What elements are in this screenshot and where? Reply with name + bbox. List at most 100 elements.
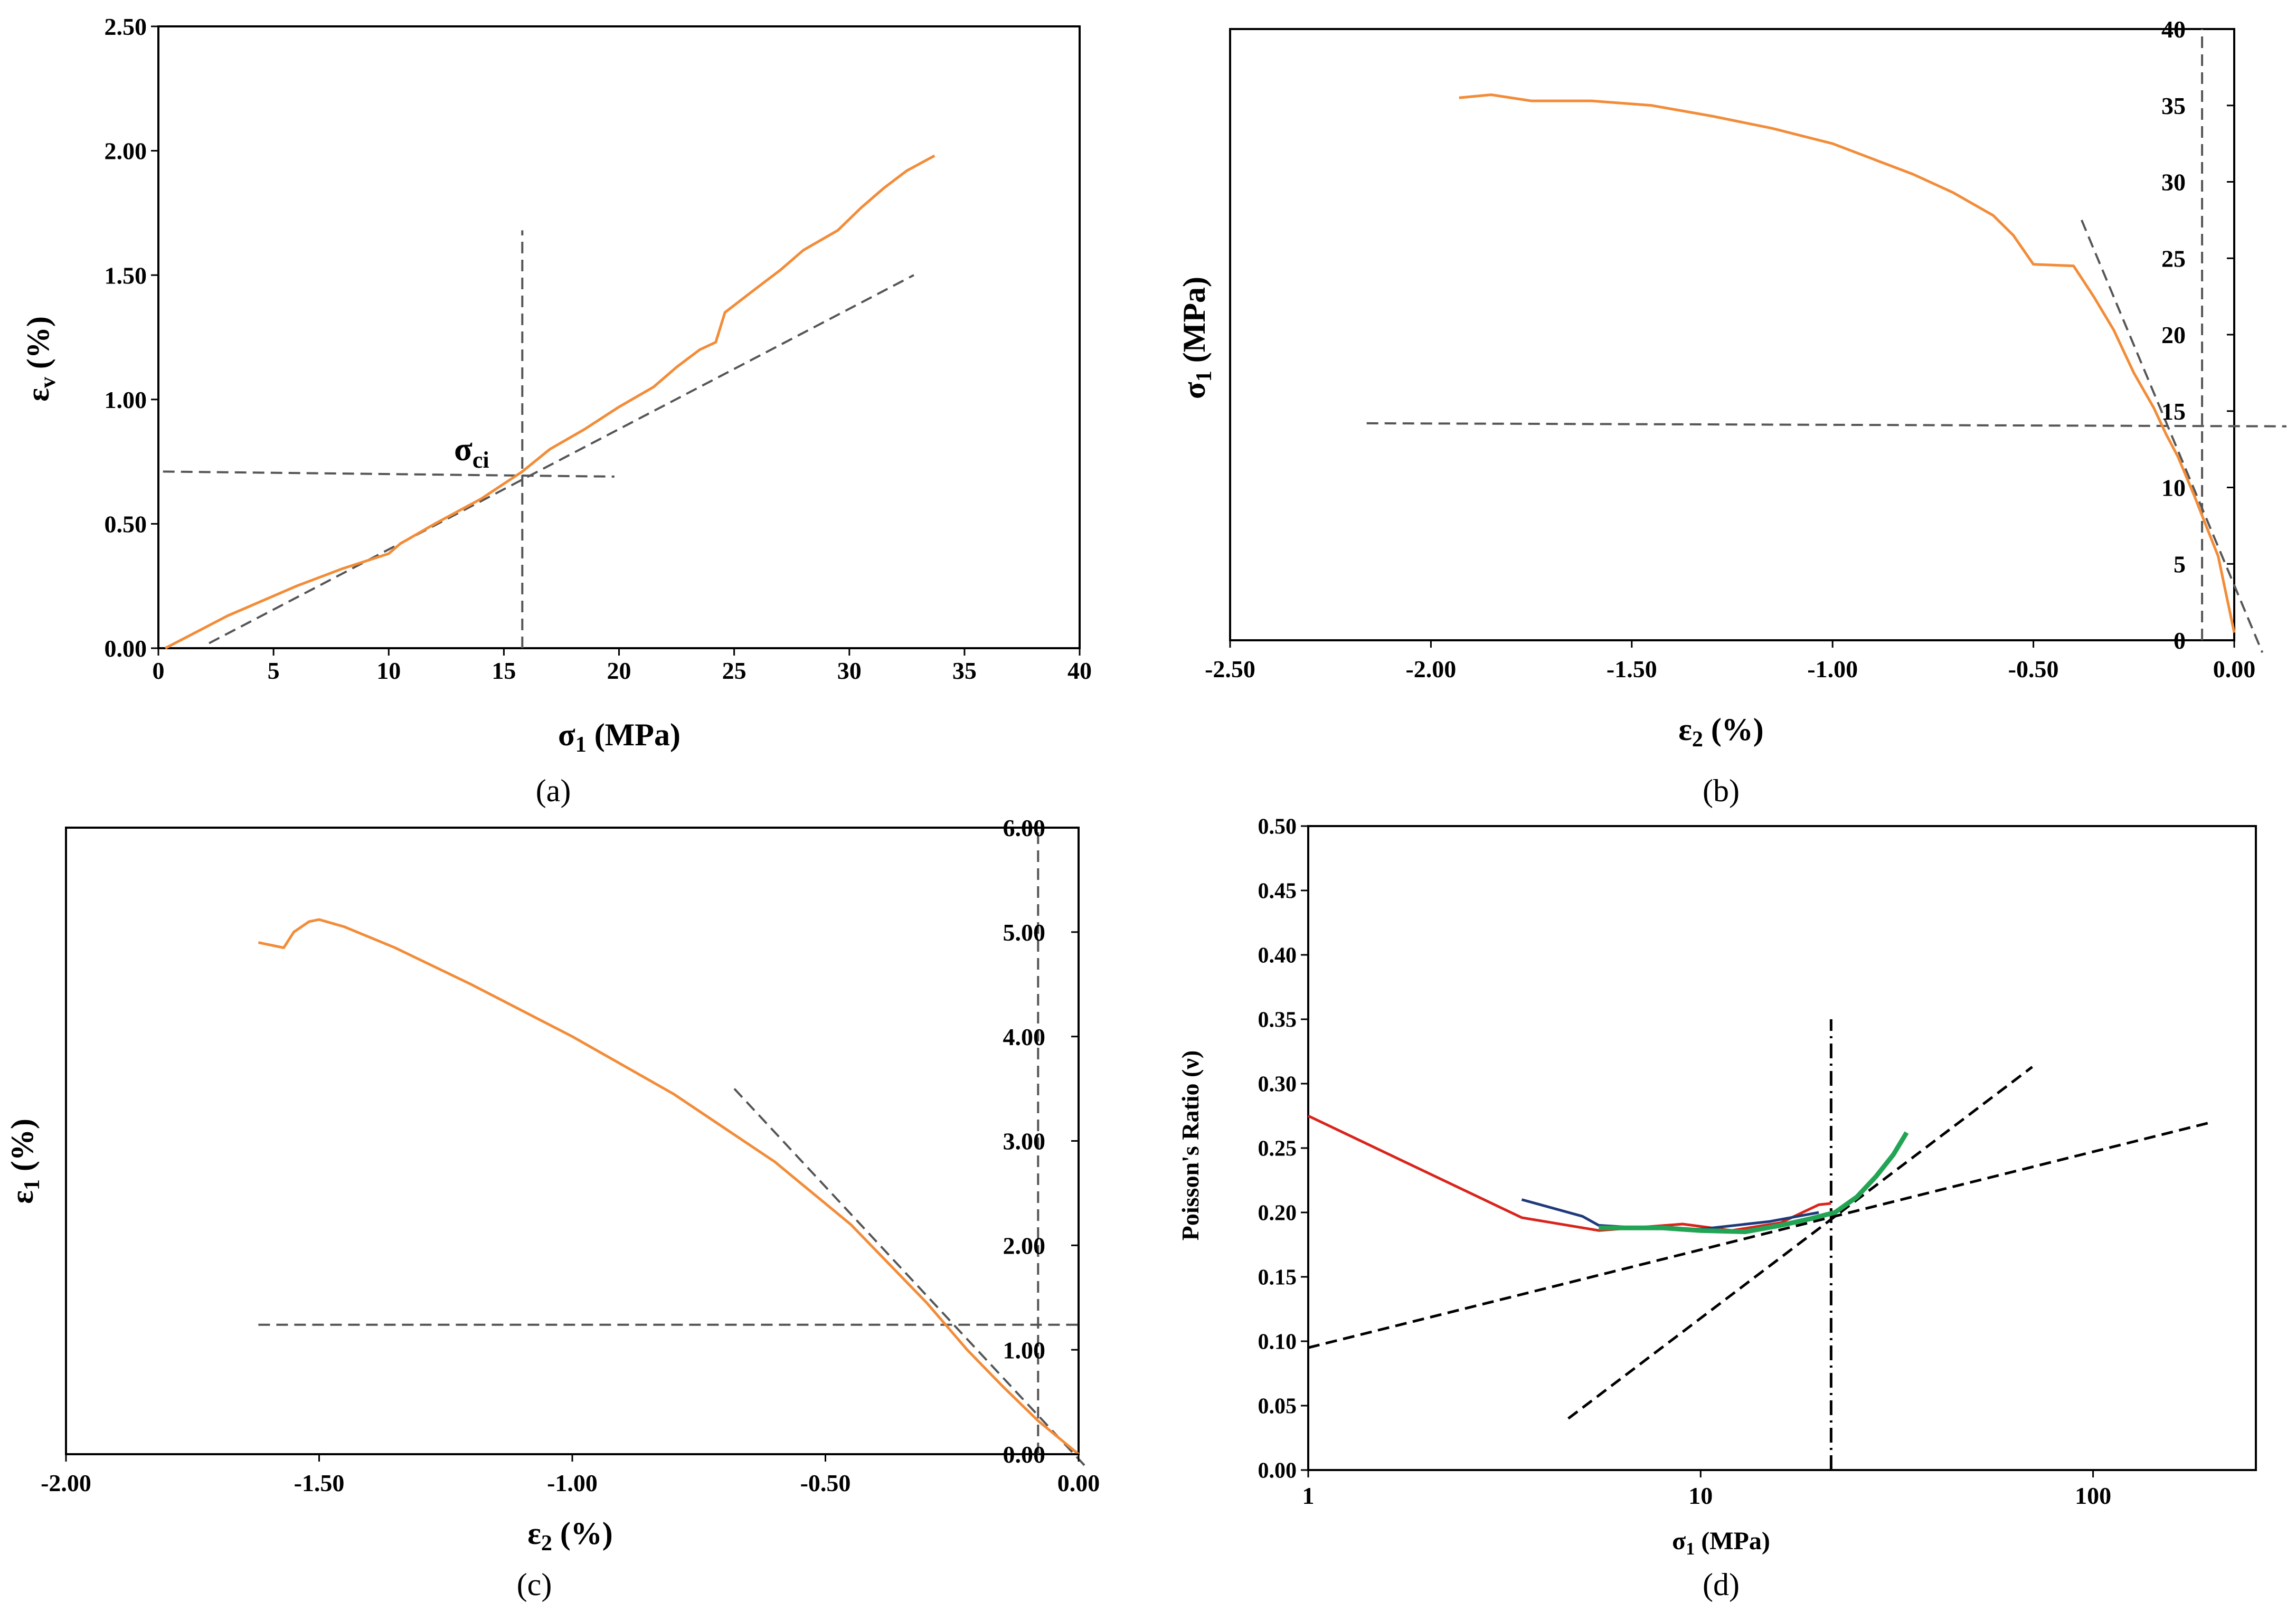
- panel-d-y-axis-title: Poisson's Ratio (ν): [1177, 1050, 1204, 1240]
- panel-a-y-axis-title: εv (%): [21, 316, 60, 402]
- panel-d-y-tick-label: 0.10: [1258, 1330, 1297, 1354]
- panel-b-caption: (b): [1703, 773, 1740, 808]
- panel-a-y-tick-label: 1.00: [105, 386, 147, 413]
- panel-b-x-tick-label: -2.50: [1205, 656, 1255, 682]
- panel-d-reference-line-1: [1308, 1121, 2212, 1349]
- panel-d-y-tick-label: 0.05: [1258, 1395, 1297, 1419]
- panel-b-x-tick-label: 0.00: [2213, 656, 2256, 682]
- panel-c-x-tick-label: -1.50: [294, 1470, 345, 1496]
- panel-a-y-tick-labels: 0.00 0.50 1.00 1.50 2.00 2.50: [105, 13, 147, 662]
- panel-c-y-tick-label: 6.00: [1003, 814, 1046, 841]
- panel-d-tick-marks: [1301, 825, 2094, 1477]
- panel-d-y-tick-label: 0.30: [1258, 1073, 1297, 1097]
- panel-a-x-tick-label: 20: [607, 657, 631, 684]
- panel-b-x-tick-label: -1.50: [1607, 656, 1657, 682]
- panel-b-y-tick-label: 25: [2161, 245, 2186, 272]
- panel-d-x-tick-label: 100: [2075, 1482, 2111, 1509]
- panel-c-y-tick-label: 4.00: [1003, 1023, 1046, 1050]
- panel-c-series-line: [258, 918, 1080, 1455]
- panel-a-x-tick-label: 35: [952, 657, 977, 684]
- panel-a-reference-line-2: [163, 470, 615, 478]
- panel-b-x-tick-labels: -2.50 -2.00 -1.50 -1.00 -0.50 0.00: [1205, 656, 2255, 682]
- panel-a-y-tick-label: 2.00: [105, 138, 147, 165]
- panel-b-y-tick-label: 5: [2174, 551, 2186, 577]
- panel-c-x-tick-label: -2.00: [41, 1470, 91, 1496]
- panel-c-caption: (c): [517, 1567, 552, 1602]
- panel-c-reference-lines: [258, 828, 1090, 1471]
- panel-a-tick-marks: [151, 25, 1081, 656]
- panel-d-y-tick-labels: 0.00 0.05 0.10 0.15 0.20 0.25 0.30 0.35 0.40 0.45…: [1258, 815, 1297, 1483]
- panel-b-reference-line-0: [2081, 220, 2264, 653]
- panel-c-x-tick-label: 0.00: [1057, 1470, 1100, 1496]
- panel-a-reference-lines: [163, 230, 914, 648]
- panel-a-x-tick-label: 5: [268, 657, 280, 684]
- panel-d-x-tick-label: 1: [1302, 1482, 1315, 1509]
- panel-a-x-tick-labels: 0 5 10 15 20 25 30 35 40: [153, 657, 1092, 684]
- panel-c-reference-line-0: [733, 1088, 1090, 1471]
- panel-a-annotation-sigma-ci: σci: [454, 430, 489, 473]
- panel-d-y-tick-label: 0.25: [1258, 1137, 1297, 1161]
- panel-a-series-line: [164, 154, 936, 650]
- panel-c-y-tick-label: 0.00: [1003, 1441, 1046, 1468]
- panel-a-x-tick-label: 10: [376, 657, 401, 684]
- panel-b-y-tick-label: 35: [2161, 92, 2186, 119]
- panel-b-reference-lines: [1366, 29, 2286, 653]
- panel-b-y-tick-labels: 0 5 10 15 20 25 30 35 40: [2161, 16, 2186, 654]
- panel-a-x-axis-title: σ1 (MPa): [558, 717, 681, 757]
- panel-c-y-tick-label: 5.00: [1003, 919, 1046, 946]
- panel-a-y-tick-label: 1.50: [105, 262, 147, 289]
- panel-c-x-tick-label: -1.00: [547, 1470, 598, 1496]
- panel-b-x-tick-label: -2.00: [1405, 656, 1456, 682]
- panel-b-y-tick-label: 0: [2174, 627, 2186, 654]
- panel-c-y-axis-title: ε1 (%): [5, 1118, 44, 1204]
- panel-d-y-tick-label: 0.15: [1258, 1266, 1297, 1290]
- panel-a-y-tick-label: 2.50: [105, 13, 147, 40]
- panel-d-reference-line-0: [1567, 1066, 2033, 1420]
- panel-c: -2.00 -1.50 -1.00 -0.50 0.00 0.00 1.00 2.00 3.0…: [5, 814, 1100, 1602]
- panel-d-y-tick-label: 0.20: [1258, 1201, 1297, 1226]
- panel-b-y-tick-label: 15: [2161, 398, 2186, 425]
- panel-a-x-tick-label: 25: [722, 657, 747, 684]
- panel-d-x-tick-labels: 1 10 100: [1302, 1482, 2112, 1509]
- panel-b-y-tick-label: 40: [2161, 16, 2186, 43]
- panel-d-reference-lines: [1308, 1019, 2212, 1470]
- panel-c-y-tick-labels: 0.00 1.00 2.00 3.00 4.00 5.00 6.00: [1003, 814, 1046, 1468]
- panel-d-y-tick-label: 0.40: [1258, 944, 1297, 968]
- panel-c-x-tick-label: -0.50: [800, 1470, 851, 1496]
- panel-d: 1 10 100 0.000.050.100.150.200.250.300.350…: [1177, 815, 2257, 1602]
- panel-b-y-tick-label: 10: [2161, 475, 2186, 501]
- panel-d-y-tick-label: 0.00: [1258, 1459, 1297, 1483]
- panel-d-caption: (d): [1703, 1567, 1740, 1602]
- panel-c-x-tick-labels: -2.00 -1.50 -1.00 -0.50 0.00: [41, 1470, 1100, 1496]
- panel-a-caption: (a): [536, 773, 571, 808]
- panel-a-reference-line-0: [209, 274, 914, 644]
- panel-a-y-tick-label: 0.50: [105, 511, 147, 538]
- panel-b: -2.50 -2.00 -1.50 -1.00 -0.50 0.00 0 5 10 15 20 25…: [1177, 16, 2286, 808]
- panel-d-series-green: [1599, 1131, 1909, 1235]
- panel-a-y-tick-label: 0.00: [105, 635, 147, 662]
- panel-a-plot-border: [157, 25, 1081, 649]
- panel-b-y-axis-title: σ1 (MPa): [1177, 277, 1216, 399]
- panel-d-y-tick-label: 0.45: [1258, 879, 1297, 904]
- panel-d-x-axis-title: σ1 (MPa): [1672, 1527, 1770, 1559]
- panel-a-x-tick-label: 0: [153, 657, 165, 684]
- panel-c-plot-border: [65, 827, 1080, 1455]
- panel-c-tick-marks: [65, 827, 1080, 1462]
- panel-b-y-tick-label: 30: [2161, 169, 2186, 196]
- panel-c-x-axis-title: ε2 (%): [527, 1516, 613, 1556]
- panel-c-y-tick-label: 1.00: [1003, 1336, 1046, 1363]
- panel-d-y-tick-label: 0.50: [1258, 815, 1297, 839]
- panel-b-x-tick-label: -1.00: [1807, 656, 1858, 682]
- panel-a-x-tick-label: 15: [492, 657, 516, 684]
- panel-b-series-line: [1459, 93, 2236, 633]
- panel-b-x-axis-title: ε2 (%): [1678, 712, 1764, 752]
- panel-a-x-tick-label: 40: [1067, 657, 1092, 684]
- panel-c-y-tick-label: 2.00: [1003, 1232, 1046, 1259]
- panel-d-x-tick-label: 10: [1688, 1482, 1713, 1509]
- panel-b-y-tick-label: 20: [2161, 321, 2186, 348]
- panel-a-x-tick-label: 30: [837, 657, 862, 684]
- panel-b-tick-marks: [1229, 28, 2235, 648]
- panel-c-y-tick-label: 3.00: [1003, 1128, 1046, 1155]
- panel-b-reference-line-1: [1366, 422, 2286, 428]
